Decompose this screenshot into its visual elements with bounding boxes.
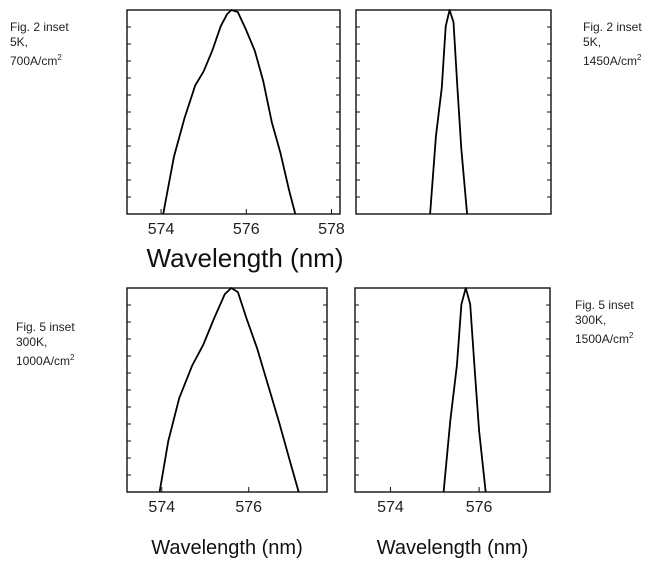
- shared-x-axis-label: Wavelength (nm): [147, 243, 344, 273]
- caption-superscript: 2: [57, 53, 62, 62]
- spectrum-line: [158, 287, 300, 493]
- panel-3: 574 576 Wavelength (nm): [126, 287, 328, 559]
- caption-current-density: 1000A/cm: [16, 354, 71, 368]
- caption-fig2-left: Fig. 2 inset 5K, 700A/cm2: [10, 20, 69, 69]
- x-tick-label: 576: [233, 221, 260, 238]
- caption-title: Fig. 5 inset: [16, 320, 75, 334]
- panel-2: [355, 9, 552, 215]
- caption-title: Fig. 5 inset: [575, 298, 634, 312]
- x-tick-label: 576: [235, 499, 262, 516]
- caption-title: Fig. 2 inset: [583, 20, 642, 34]
- x-tick-label: 574: [148, 499, 175, 516]
- plot-frame: [126, 287, 328, 493]
- caption-superscript: 2: [629, 331, 634, 340]
- caption-temperature: 5K,: [10, 35, 29, 49]
- caption-fig2-right: Fig. 2 inset 5K, 1450A/cm2: [583, 20, 642, 69]
- caption-title: Fig. 2 inset: [10, 20, 69, 34]
- x-tick-label: 576: [466, 499, 493, 516]
- caption-current-density: 1500A/cm: [575, 332, 630, 346]
- x-axis-label: Wavelength (nm): [151, 537, 303, 559]
- spectrum-line: [429, 9, 468, 215]
- spectrum-line: [442, 287, 487, 493]
- x-tick-label: 578: [318, 221, 345, 238]
- plot-frame: [354, 287, 551, 493]
- caption-superscript: 2: [70, 353, 75, 362]
- caption-temperature: 300K,: [575, 313, 607, 327]
- caption-current-density: 700A/cm: [10, 54, 58, 68]
- caption-temperature: 5K,: [583, 35, 602, 49]
- x-tick-label: 574: [148, 221, 175, 238]
- plot-frame: [126, 9, 341, 215]
- x-axis-label: Wavelength (nm): [377, 537, 529, 559]
- caption-temperature: 300K,: [16, 335, 48, 349]
- plot-frame: [355, 9, 552, 215]
- caption-fig5-left: Fig. 5 inset 300K, 1000A/cm2: [16, 320, 75, 369]
- spectrum-line: [162, 9, 297, 215]
- caption-fig5-right: Fig. 5 inset 300K, 1500A/cm2: [575, 298, 634, 347]
- panel-1: 574 576 578: [126, 9, 345, 238]
- x-tick-label: 574: [377, 499, 404, 516]
- caption-superscript: 2: [637, 53, 642, 62]
- panel-4: 574 576 Wavelength (nm): [354, 287, 551, 559]
- caption-current-density: 1450A/cm: [583, 54, 638, 68]
